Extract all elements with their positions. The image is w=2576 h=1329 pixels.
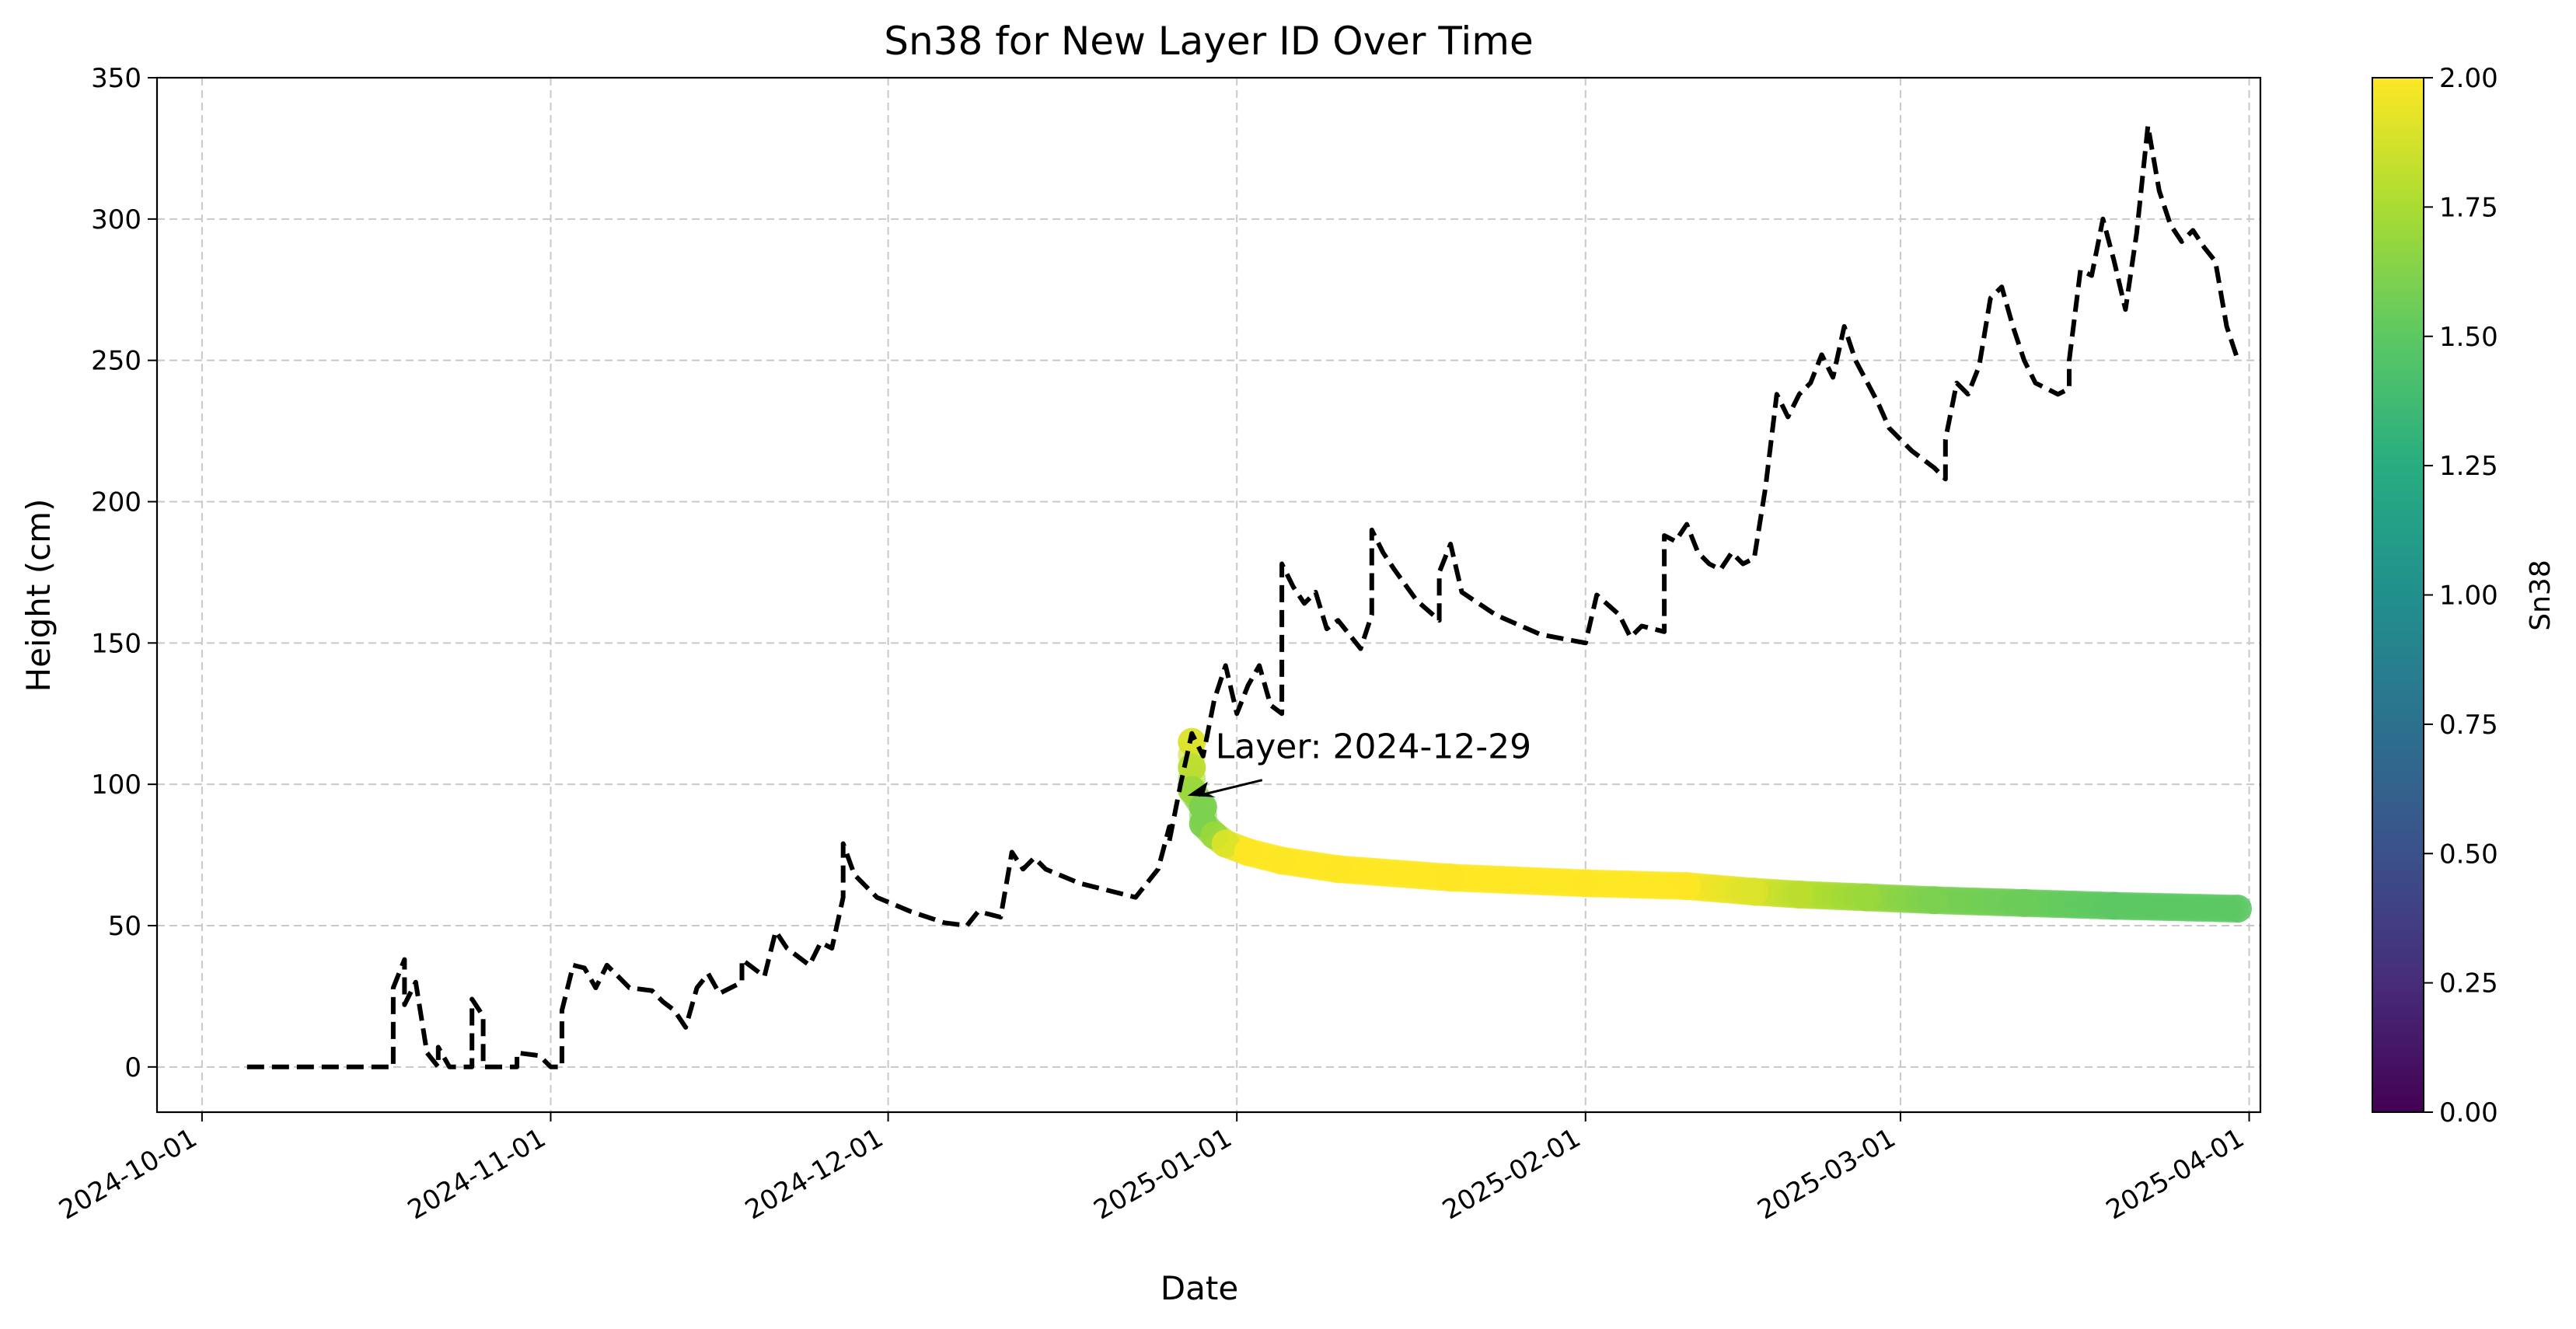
plot-frame xyxy=(155,76,2262,1114)
scatter-point xyxy=(1268,846,1297,875)
x-tick-label: 2025-04-01 xyxy=(2101,1122,2250,1226)
colorbar-tick-label: 0.00 xyxy=(2439,1097,2498,1128)
scatter-point xyxy=(1740,877,1768,906)
scatter-point xyxy=(1436,863,1465,892)
grid xyxy=(157,77,2260,1112)
x-tick-label: 2024-11-01 xyxy=(403,1122,551,1226)
scatter-point xyxy=(1211,829,1240,858)
y-tick-label: 50 xyxy=(108,911,141,942)
scatter-point xyxy=(2224,895,2253,923)
y-tick-label: 200 xyxy=(91,487,141,518)
x-tick-label: 2025-01-01 xyxy=(1089,1122,1237,1226)
y-axis-ticks: 0 50 100 150 200 250 300 350 xyxy=(91,63,157,1083)
scatter-point xyxy=(1571,869,1600,898)
scatter-point xyxy=(1785,880,1813,909)
y-tick-label: 300 xyxy=(91,204,141,235)
colorbar-tick-label: 1.50 xyxy=(2439,322,2498,353)
x-tick-label: 2024-10-01 xyxy=(54,1122,202,1226)
scatter-point xyxy=(1324,855,1353,884)
colorbar-gradient xyxy=(2372,77,2424,1113)
y-tick-label: 100 xyxy=(91,769,141,801)
x-axis-label: Date xyxy=(1161,1269,1238,1307)
y-axis-label: Height (cm) xyxy=(19,499,58,692)
scatter-point xyxy=(2100,891,2128,920)
colorbar-tick-label: 1.25 xyxy=(2439,451,2498,482)
scatter-point xyxy=(2010,888,2039,917)
colorbar-tick-label: 1.75 xyxy=(2439,192,2498,223)
x-tick-label: 2025-02-01 xyxy=(1437,1122,1586,1226)
annotation-arrowhead xyxy=(1187,781,1216,797)
colorbar-tick-label: 1.00 xyxy=(2439,581,2498,612)
y-tick-label: 250 xyxy=(91,346,141,377)
y-tick-label: 150 xyxy=(91,628,141,659)
annotation: Layer: 2024-12-29 xyxy=(1187,727,1531,797)
colorbar-tick-label: 2.00 xyxy=(2439,63,2498,94)
chart-title: Sn38 for New Layer ID Over Time xyxy=(884,19,1534,64)
y-tick-label: 350 xyxy=(91,63,141,94)
colorbar-tick-label: 0.75 xyxy=(2439,710,2498,741)
scatter-point xyxy=(1234,838,1262,867)
colorbar-tick-label: 0.50 xyxy=(2439,839,2498,870)
annotation-arrow xyxy=(1198,779,1263,797)
height-line-series xyxy=(246,123,2240,1069)
scatter-point xyxy=(1852,883,1881,912)
x-tick-label: 2024-12-01 xyxy=(740,1122,888,1226)
x-axis-ticks: 2024-10-01 2024-11-01 2024-12-01 2025-01-01… xyxy=(54,1112,2250,1226)
colorbar-label: Sn38 xyxy=(2525,560,2557,630)
y-tick-label: 0 xyxy=(124,1052,141,1083)
scatter-point xyxy=(1673,872,1701,901)
height-line xyxy=(246,123,2240,1069)
scatter-point xyxy=(1920,886,1949,915)
colorbar: 0.00 0.25 0.50 0.75 1.00 1.25 1.50 1.75 2.00 xyxy=(2372,63,2498,1128)
colorbar-tick-label: 0.25 xyxy=(2439,968,2498,999)
sn38-scatter-series xyxy=(1178,727,2253,923)
annotation-text: Layer: 2024-12-29 xyxy=(1216,727,1531,767)
x-tick-label: 2025-03-01 xyxy=(1752,1122,1901,1226)
